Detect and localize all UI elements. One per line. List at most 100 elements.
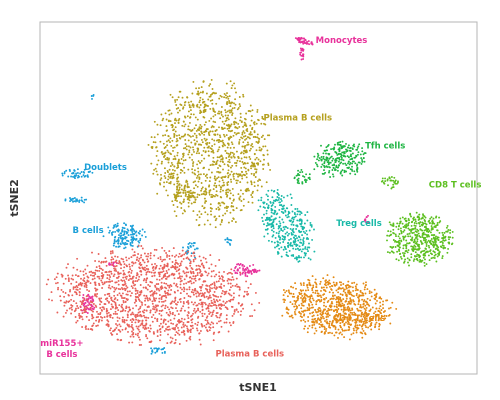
data-point bbox=[249, 124, 252, 127]
data-point bbox=[276, 251, 279, 254]
data-point bbox=[145, 273, 148, 276]
data-point bbox=[289, 193, 292, 196]
data-point bbox=[301, 40, 304, 43]
data-point bbox=[294, 308, 297, 311]
data-point bbox=[266, 232, 269, 235]
data-point bbox=[401, 216, 404, 219]
data-point bbox=[308, 178, 311, 181]
data-point bbox=[215, 208, 218, 210]
data-point bbox=[128, 325, 131, 328]
data-point bbox=[153, 274, 156, 277]
data-point bbox=[220, 154, 223, 157]
data-point bbox=[170, 340, 173, 343]
data-point bbox=[208, 119, 211, 122]
data-point bbox=[192, 244, 195, 247]
data-point bbox=[430, 216, 433, 219]
data-point bbox=[426, 235, 429, 238]
data-point bbox=[159, 140, 162, 143]
data-point bbox=[184, 189, 187, 192]
data-point bbox=[224, 302, 227, 305]
data-point bbox=[286, 295, 289, 298]
data-point bbox=[212, 188, 215, 191]
data-point bbox=[178, 265, 181, 267]
data-point bbox=[227, 123, 230, 126]
data-point bbox=[175, 137, 178, 140]
data-point bbox=[168, 328, 171, 331]
data-point bbox=[91, 325, 94, 328]
data-point bbox=[227, 205, 230, 208]
data-point bbox=[425, 230, 428, 233]
data-point bbox=[116, 312, 119, 315]
data-point bbox=[228, 99, 231, 102]
data-point bbox=[182, 270, 185, 273]
data-point bbox=[163, 181, 166, 184]
data-point bbox=[229, 153, 232, 156]
data-point bbox=[348, 323, 351, 326]
data-point bbox=[137, 298, 140, 301]
data-point bbox=[305, 42, 308, 45]
data-point bbox=[251, 109, 254, 112]
data-point bbox=[174, 334, 177, 336]
data-point bbox=[255, 170, 258, 173]
data-point bbox=[211, 88, 214, 90]
data-point bbox=[131, 330, 133, 333]
data-point bbox=[191, 171, 194, 174]
data-point bbox=[438, 231, 441, 234]
data-point bbox=[227, 137, 230, 139]
data-point bbox=[436, 255, 439, 258]
data-point bbox=[134, 321, 137, 324]
data-point bbox=[208, 291, 210, 294]
data-point bbox=[205, 307, 208, 310]
data-point bbox=[174, 291, 176, 294]
data-point bbox=[244, 138, 246, 141]
data-point bbox=[213, 283, 216, 285]
data-point bbox=[311, 315, 314, 318]
data-point bbox=[145, 319, 148, 322]
data-point bbox=[183, 104, 186, 107]
data-point bbox=[153, 271, 156, 274]
data-point bbox=[375, 293, 378, 296]
data-point bbox=[114, 230, 117, 233]
data-point bbox=[166, 156, 169, 159]
data-point bbox=[344, 291, 347, 294]
data-point bbox=[425, 250, 428, 253]
data-point bbox=[349, 311, 352, 314]
data-point bbox=[416, 258, 419, 260]
data-point bbox=[118, 234, 120, 237]
data-point bbox=[389, 223, 392, 226]
data-point bbox=[224, 120, 227, 123]
data-point bbox=[330, 288, 333, 291]
data-point bbox=[423, 252, 426, 255]
data-point bbox=[290, 233, 293, 236]
data-point bbox=[203, 166, 205, 169]
data-point bbox=[316, 165, 319, 168]
data-point bbox=[302, 48, 305, 51]
data-point bbox=[215, 160, 218, 163]
data-point bbox=[182, 159, 185, 162]
data-point bbox=[206, 219, 209, 222]
data-point bbox=[216, 159, 219, 162]
data-point bbox=[346, 284, 349, 287]
data-point bbox=[302, 282, 305, 285]
data-point bbox=[226, 103, 229, 106]
data-point bbox=[205, 191, 208, 194]
data-point bbox=[63, 295, 66, 298]
data-point bbox=[341, 293, 344, 296]
data-point bbox=[189, 245, 192, 248]
data-point bbox=[83, 175, 86, 178]
data-point bbox=[247, 189, 250, 192]
data-point bbox=[141, 228, 144, 231]
data-point bbox=[128, 290, 131, 293]
data-point bbox=[253, 121, 256, 124]
data-point bbox=[262, 154, 265, 156]
data-point bbox=[139, 264, 142, 267]
data-point bbox=[289, 243, 292, 246]
data-point bbox=[300, 292, 302, 295]
data-point bbox=[127, 279, 130, 282]
data-point bbox=[350, 323, 353, 326]
data-point bbox=[111, 250, 114, 253]
data-point bbox=[126, 286, 129, 289]
data-point bbox=[354, 312, 357, 315]
data-point bbox=[76, 172, 79, 174]
data-point bbox=[190, 242, 193, 245]
